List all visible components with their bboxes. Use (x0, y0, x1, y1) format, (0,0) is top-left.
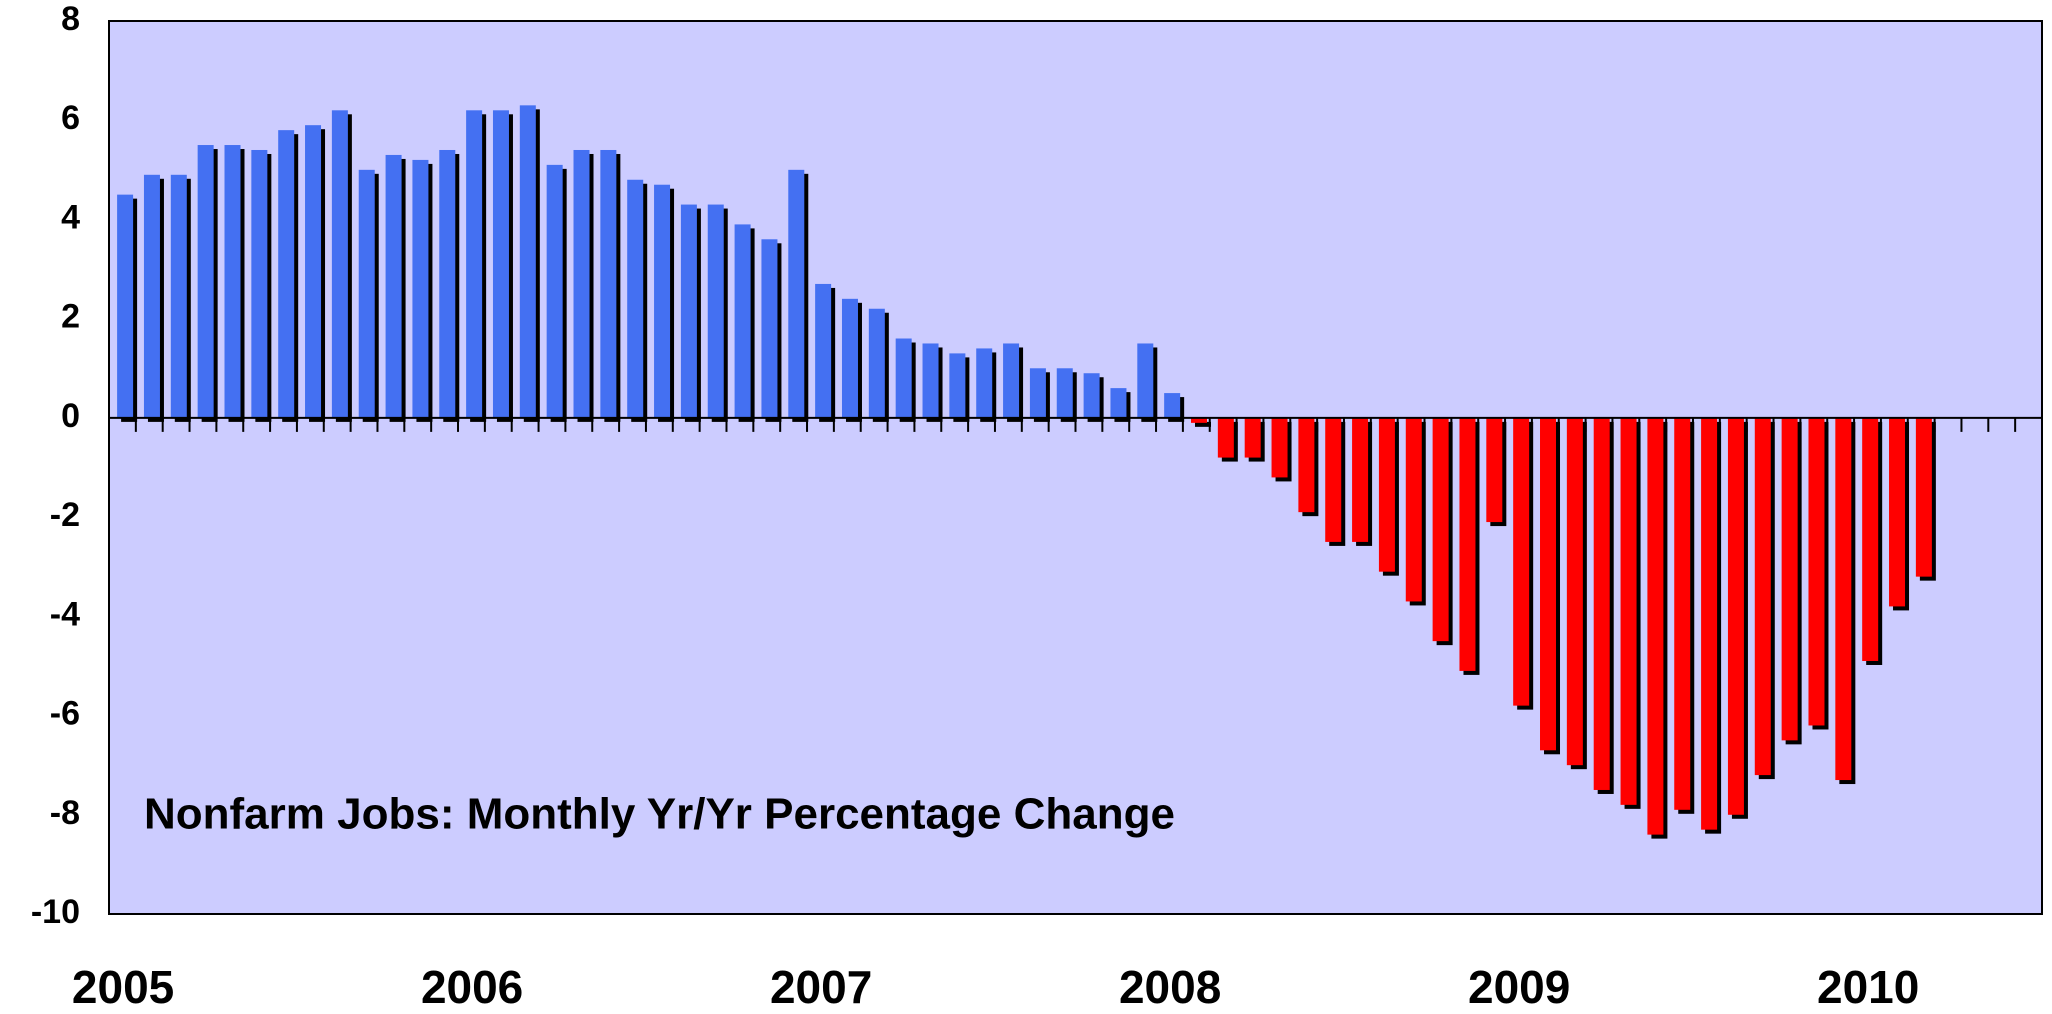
bar (1056, 368, 1073, 418)
y-tick-label: -8 (50, 794, 80, 832)
bar (1244, 417, 1261, 458)
bar (1137, 343, 1154, 418)
bar (1083, 373, 1100, 418)
bar (1727, 417, 1744, 815)
bar (1190, 417, 1207, 423)
bar (358, 169, 375, 418)
bar (1325, 417, 1342, 542)
y-tick-label: -10 (31, 893, 80, 931)
bar (1029, 368, 1046, 418)
bar (412, 159, 429, 418)
x-tick-label: 2009 (1468, 961, 1570, 1013)
bar (1674, 417, 1691, 810)
bar (627, 179, 644, 418)
bar (1164, 393, 1181, 418)
y-tick-label: -2 (50, 496, 80, 534)
bar (1566, 417, 1583, 766)
bar (1110, 388, 1127, 418)
bar (1513, 417, 1530, 706)
y-tick-label: 0 (61, 397, 80, 435)
y-tick-label: 8 (61, 0, 80, 38)
bar (1889, 417, 1906, 607)
bar (1593, 417, 1610, 790)
bar (1486, 417, 1503, 523)
bar (1459, 417, 1476, 671)
bar (224, 145, 241, 418)
bar (331, 110, 348, 418)
bar (1915, 417, 1932, 577)
bar (1271, 417, 1288, 478)
bar (1647, 417, 1664, 835)
bar (1378, 417, 1395, 572)
bar (1701, 417, 1718, 830)
bar (519, 105, 536, 418)
y-tick-label: 6 (61, 99, 80, 137)
bar (117, 194, 134, 418)
bar (492, 110, 509, 418)
bar (385, 154, 402, 418)
bar (788, 169, 805, 418)
bar (170, 174, 187, 418)
bar (546, 164, 563, 418)
bar (1217, 417, 1234, 458)
bar (1540, 417, 1557, 751)
bar (1754, 417, 1771, 776)
bar (305, 125, 322, 418)
bar (1781, 417, 1798, 741)
x-tick-label: 2007 (770, 961, 872, 1013)
y-tick-label: -4 (50, 595, 80, 633)
bar (734, 224, 751, 418)
x-tick-label: 2005 (72, 961, 174, 1013)
bar (922, 343, 939, 418)
bar (197, 145, 214, 418)
bar (680, 204, 697, 418)
bar (278, 130, 295, 418)
y-tick-label: 2 (61, 298, 80, 336)
bar (1620, 417, 1637, 805)
bar (573, 149, 590, 418)
bar (1862, 417, 1879, 661)
bar (1835, 417, 1852, 781)
bar (466, 110, 483, 418)
bar (251, 149, 268, 418)
chart-title: Nonfarm Jobs: Monthly Yr/Yr Percentage C… (144, 790, 1175, 839)
x-tick-label: 2006 (421, 961, 523, 1013)
bar (1352, 417, 1369, 542)
bar (1808, 417, 1825, 726)
bar (841, 298, 858, 418)
bar (439, 149, 456, 418)
bar (143, 174, 160, 418)
bar (1298, 417, 1315, 513)
y-tick-label: 4 (61, 198, 80, 236)
bar (654, 184, 671, 418)
bar (949, 353, 966, 418)
bar (868, 308, 885, 418)
bar-shadow (1194, 421, 1211, 427)
bar (761, 239, 778, 418)
bar (1405, 417, 1422, 602)
bar (600, 149, 617, 418)
bar (976, 348, 993, 418)
bar (895, 338, 912, 418)
bar (707, 204, 724, 418)
x-tick-label: 2010 (1817, 961, 1919, 1013)
bar (1432, 417, 1449, 642)
x-tick-label: 2008 (1119, 961, 1221, 1013)
bar (815, 283, 832, 418)
y-tick-label: -6 (50, 695, 80, 733)
bar (1003, 343, 1020, 418)
